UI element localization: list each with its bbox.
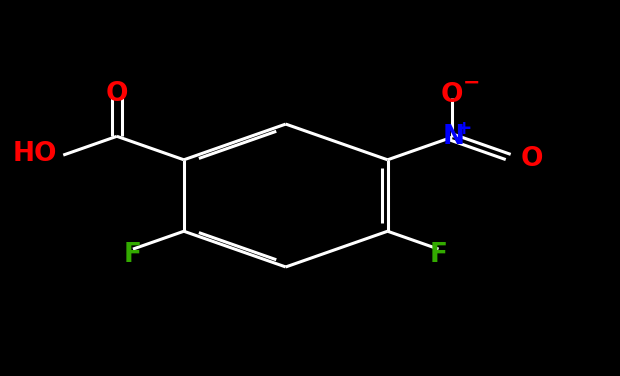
Text: F: F — [430, 242, 448, 268]
Text: O: O — [521, 146, 543, 172]
Text: +: + — [456, 120, 472, 138]
Text: −: − — [463, 73, 480, 93]
Text: F: F — [124, 242, 142, 268]
Text: HO: HO — [12, 141, 57, 167]
Text: O: O — [441, 82, 463, 108]
Text: O: O — [105, 81, 128, 107]
Text: N: N — [442, 124, 464, 150]
